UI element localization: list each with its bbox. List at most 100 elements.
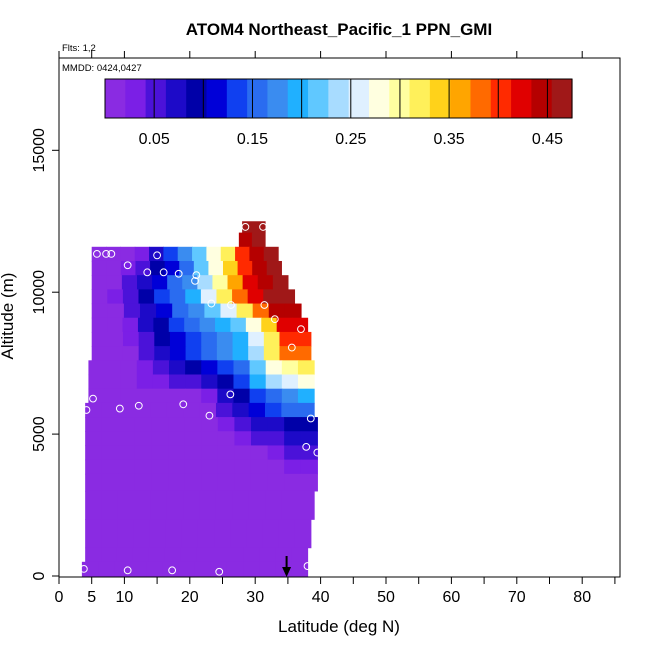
sample-point xyxy=(287,343,296,352)
heatmap-cell xyxy=(133,519,151,549)
heatmap-cell xyxy=(220,246,236,262)
heatmap-cell xyxy=(178,561,196,577)
heatmap-cell xyxy=(238,232,253,248)
heatmap-cell xyxy=(279,331,296,347)
sample-point xyxy=(207,299,216,308)
heatmap-cell xyxy=(151,417,169,432)
heatmap-cell xyxy=(204,303,222,319)
heatmap-cell xyxy=(163,246,179,262)
heatmap-cell xyxy=(146,561,164,577)
heatmap-cell xyxy=(300,473,318,492)
heatmap-cell xyxy=(101,459,119,475)
heatmap-cell xyxy=(85,473,103,492)
heatmap-cell xyxy=(91,275,108,290)
heatmap-cell xyxy=(85,445,103,461)
heatmap-cell xyxy=(272,275,289,290)
heatmap-cell xyxy=(101,417,119,432)
heatmap-cell xyxy=(85,547,102,563)
heatmap-cell xyxy=(169,388,186,404)
heatmap-cell xyxy=(297,402,315,418)
sample-point xyxy=(260,301,269,309)
heatmap-cell xyxy=(263,289,280,305)
heatmap-cell xyxy=(118,431,136,447)
heatmap-cell xyxy=(248,490,266,520)
heatmap-cell xyxy=(267,459,285,475)
heatmap-cell xyxy=(266,260,282,276)
heatmap-cell xyxy=(216,331,234,347)
heatmap-cell xyxy=(262,519,280,549)
colorbar-swatch xyxy=(308,79,329,118)
colorbar-swatch xyxy=(551,79,573,118)
heatmap-cell xyxy=(136,360,154,376)
heatmap-cell xyxy=(215,402,233,418)
heatmap-cell xyxy=(257,275,274,290)
sample-point xyxy=(82,406,91,414)
heatmap-cell xyxy=(188,303,205,319)
y-tick-label: 15000 xyxy=(31,128,48,173)
heatmap-cell xyxy=(243,561,260,577)
heatmap-cell xyxy=(297,490,315,520)
sample-point xyxy=(174,269,183,278)
heatmap-cell xyxy=(162,561,180,577)
heatmap-cell xyxy=(134,402,152,418)
heatmap-cell xyxy=(284,473,302,492)
heatmap-cell xyxy=(250,431,269,447)
heatmap-cell xyxy=(194,561,212,577)
heatmap-cell xyxy=(281,490,299,520)
heatmap-cell xyxy=(122,289,140,305)
heatmap-cell xyxy=(98,561,115,577)
heatmap-cell xyxy=(166,402,184,418)
heatmap-cell xyxy=(295,346,312,361)
sample-point xyxy=(115,404,124,413)
heatmap-cell xyxy=(232,490,250,520)
heatmap-cell xyxy=(251,232,266,248)
sample-point xyxy=(302,442,311,451)
heatmap-cell xyxy=(210,561,228,577)
heatmap-cell xyxy=(166,490,184,520)
heatmap-cell xyxy=(281,402,299,418)
heatmap-cell xyxy=(232,346,249,361)
heatmap-cell xyxy=(278,519,296,549)
heatmap-cell xyxy=(150,260,166,276)
heatmap-cell xyxy=(196,547,213,563)
heatmap-cell xyxy=(276,317,293,333)
sample-point xyxy=(306,414,315,423)
heatmap-cell xyxy=(118,473,136,492)
heatmap-cell xyxy=(267,431,285,447)
heatmap-cell xyxy=(117,402,135,418)
heatmap-cell xyxy=(136,275,153,290)
heatmap-cell xyxy=(217,445,236,461)
heatmap-cell xyxy=(215,317,232,333)
heatmap-cell xyxy=(101,473,119,492)
colorbar-swatch xyxy=(470,79,492,118)
heatmap-cell xyxy=(297,360,315,376)
colorbar-swatch xyxy=(145,79,167,118)
heatmap-cell xyxy=(156,303,173,319)
y-tick-label: 10000 xyxy=(31,270,48,315)
heatmap-cell xyxy=(267,473,285,492)
heatmap-cell xyxy=(242,275,259,290)
sample-point xyxy=(192,271,201,280)
heatmap-cell xyxy=(246,519,264,549)
heatmap-cell xyxy=(184,317,201,333)
sample-point xyxy=(191,276,199,285)
heatmap-cell xyxy=(165,519,183,549)
heatmap-cell xyxy=(88,374,106,390)
x-tick-label: 30 xyxy=(246,589,264,606)
heatmap-cell xyxy=(259,547,277,563)
heatmap-cell xyxy=(281,360,299,376)
heatmap-cell xyxy=(201,331,218,347)
heatmap-cell xyxy=(184,459,202,475)
sample-point xyxy=(205,411,214,420)
heatmap-cell xyxy=(263,246,279,262)
heatmap-cell xyxy=(300,417,318,432)
heatmap-cell xyxy=(279,346,296,361)
sample-point xyxy=(134,401,143,410)
heatmap-cell xyxy=(91,260,107,276)
heatmap-cell xyxy=(136,374,154,390)
heatmap-cell xyxy=(220,303,238,319)
heatmap-cell xyxy=(107,289,124,305)
heatmap-cell xyxy=(267,417,285,432)
heatmap-cell xyxy=(150,490,168,520)
